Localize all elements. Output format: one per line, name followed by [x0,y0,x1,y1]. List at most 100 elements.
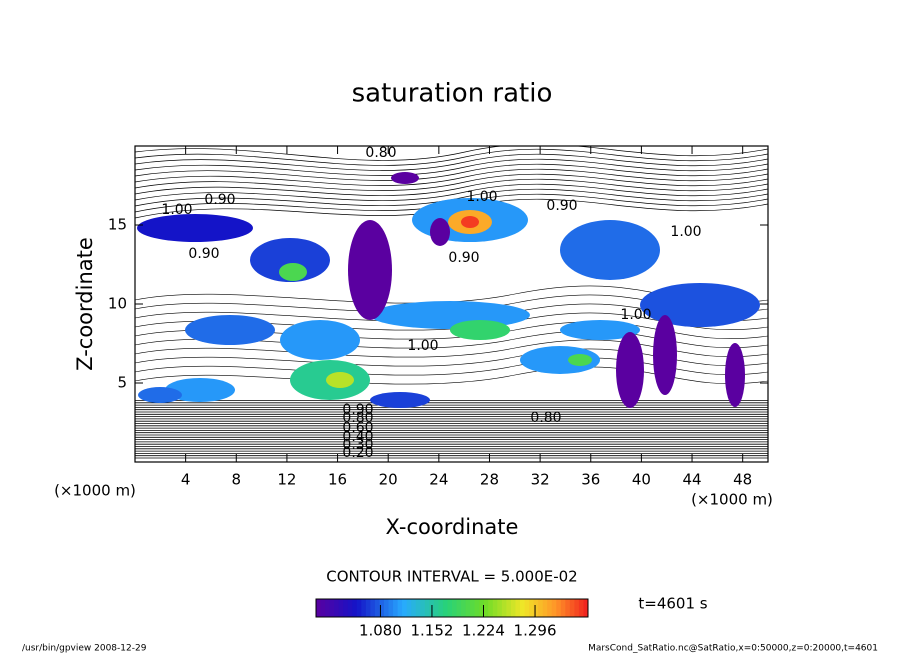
contour-line [135,434,768,436]
field-blob [391,172,419,184]
colorbar-frame [315,598,589,618]
x-tick-label: 48 [733,471,752,489]
colorbar-cell [433,599,439,617]
contour-label: 0.90 [546,198,577,214]
colorbar-cell [578,599,584,617]
field-blob [616,332,644,408]
contour-label: 1.00 [161,202,192,218]
colorbar-cell [497,599,503,617]
contour-label: 0.60 [342,420,373,436]
y-axis-unit: (×1000 m) [54,482,136,500]
contour-label: 0.90 [188,246,219,262]
colorbar-cell [461,599,467,617]
field-blob [348,220,392,320]
colorbar-cell [384,599,390,617]
field-layer: 0.800.901.001.000.901.000.90 0.901.001.00… [135,146,768,461]
contour-line [135,339,768,358]
colorbar-cell [465,599,471,617]
contour-label: 0.40 [342,429,373,445]
colorbar-cell [569,599,575,617]
field-blob [370,301,530,329]
colorbar-cell [388,599,394,617]
field-blob [450,320,510,340]
colorbar-cell [325,599,331,617]
contour-line [135,163,768,181]
colorbar-cell [574,599,580,617]
colorbar-cell [424,599,430,617]
field-blob [138,387,182,403]
colorbar-cell [515,599,521,617]
footer-left: /usr/bin/gpview 2008-12-29 [22,644,147,654]
contour-line [135,425,768,427]
contour-interval: CONTOUR INTERVAL = 5.000E-02 [326,568,577,586]
field-blob [165,378,235,402]
contour-label: 0.80 [342,410,373,426]
contour-line [135,418,768,420]
contour-line [135,457,768,459]
contour-label: 0.20 [342,445,373,461]
colorbar-cell [583,599,589,617]
field-blob [326,372,354,388]
colorbar-cell [501,599,507,617]
x-tick-label: 20 [379,471,398,489]
contour-line [135,178,768,196]
contour-label: 1.00 [620,307,651,323]
field-blob [370,392,430,408]
colorbar-cell [533,599,539,617]
colorbar-cell [347,599,353,617]
x-axis-label: X-coordinate [386,515,519,539]
field-blob [280,320,360,360]
colorbar-tick-label: 1.296 [514,622,557,640]
contour-line [135,436,768,438]
colorbar-cell [479,599,485,617]
colorbar-cell [524,599,530,617]
contour-line [135,173,768,191]
contour-line [135,402,768,404]
colorbar-cell [565,599,571,617]
contour-line [135,168,768,186]
colorbar-cell [483,599,489,617]
contour-label: 1.00 [407,338,438,354]
colorbar-cell [452,599,458,617]
contour-line [135,413,768,415]
colorbar-cell [406,599,412,617]
field-blob [568,354,592,366]
chart-title: saturation ratio [352,79,553,109]
contour-line [135,443,768,445]
x-axis-unit: (×1000 m) [691,491,773,509]
field-blob [137,214,253,242]
x-tick-label: 12 [277,471,296,489]
colorbar-cell [316,599,322,617]
colorbar-cell [474,599,480,617]
y-tick-label: 5 [117,374,127,392]
colorbar-cell [456,599,462,617]
colorbar-cell [529,599,535,617]
contour-line [135,420,768,422]
colorbar-cell [520,599,526,617]
contour-line [135,404,768,406]
colorbar-cell [415,599,421,617]
colorbar-cell [488,599,494,617]
field-blob [520,346,600,374]
colorbar-cell [547,599,553,617]
contour-line [135,148,768,166]
contour-line [135,445,768,448]
x-tick-label: 4 [181,471,191,489]
contour-line [135,183,768,201]
contour-line [135,429,768,432]
x-tick-label: 8 [232,471,242,489]
colorbar-cell [438,599,444,617]
field-blob [560,220,660,280]
colorbar-cell [379,599,385,617]
footer-right: MarsCond_SatRatio.nc@SatRatio,x=0:50000,… [588,644,878,654]
contour-line [135,427,768,429]
contour-line [135,415,768,418]
x-tick-label: 16 [328,471,347,489]
contour-line [135,406,768,409]
field-blob [279,263,307,281]
x-tick-label: 44 [682,471,701,489]
contour-line [135,348,768,367]
contour-line [135,409,768,411]
colorbar-cell [334,599,340,617]
